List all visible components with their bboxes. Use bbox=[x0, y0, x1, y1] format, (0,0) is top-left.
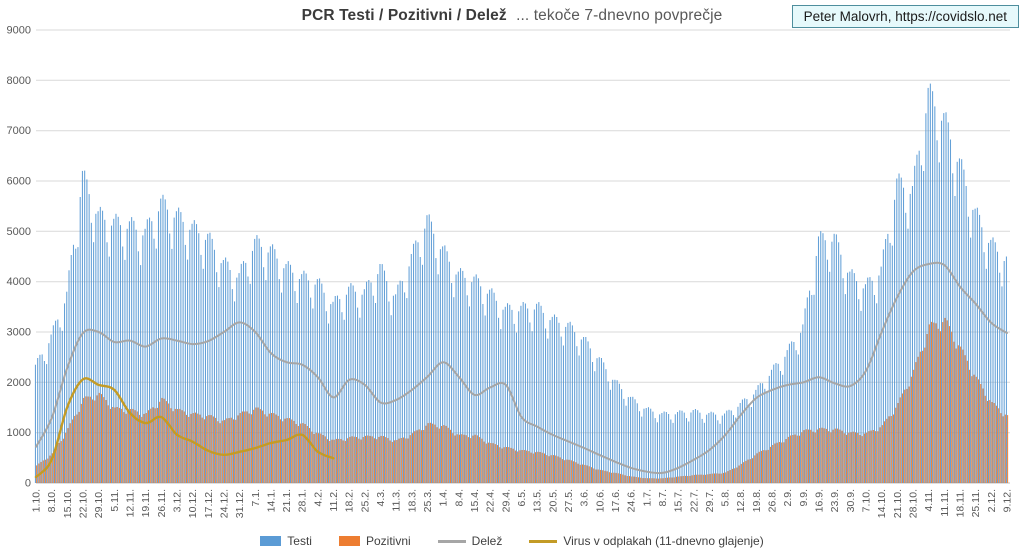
x-tick-label: 24.6. bbox=[626, 489, 638, 512]
legend-label: Virus v odplakah (11-dnevno glajenje) bbox=[563, 534, 764, 548]
legend-item-virus-v-odplakah-11-dnevno-glajenje: Virus v odplakah (11-dnevno glajenje) bbox=[529, 534, 764, 548]
x-tick-label: 10.6. bbox=[594, 489, 606, 512]
x-tick-label: 8.10. bbox=[46, 489, 58, 512]
x-tick-label: 10.12. bbox=[187, 489, 199, 518]
x-tick-label: 29.10. bbox=[93, 489, 105, 518]
x-tick-label: 17.12. bbox=[203, 489, 215, 518]
x-tick-label: 11.2. bbox=[328, 489, 340, 512]
legend-swatch-bar-icon bbox=[260, 536, 282, 546]
x-tick-label: 26.8. bbox=[767, 489, 779, 512]
x-tick-label: 9.9. bbox=[798, 489, 810, 507]
x-tick-label: 8.4. bbox=[453, 489, 465, 507]
y-tick-label: 0 bbox=[25, 478, 31, 490]
legend-label: Delež bbox=[471, 534, 503, 548]
x-tick-label: 25.11. bbox=[970, 489, 982, 517]
chart-title-main: PCR Testi / Pozitivni / Delež bbox=[301, 7, 507, 24]
x-tick-label: 1.4. bbox=[438, 489, 450, 507]
x-tick-label: 6.5. bbox=[516, 489, 528, 507]
x-tick-label: 21.10. bbox=[892, 489, 904, 518]
x-tick-label: 22.7. bbox=[688, 489, 700, 512]
x-tick-label: 1.7. bbox=[641, 489, 653, 507]
legend-swatch-bar-icon bbox=[338, 536, 360, 546]
x-tick-label: 18.3. bbox=[406, 489, 418, 512]
x-tick-label: 19.8. bbox=[751, 489, 763, 512]
x-tick-label: 18.11. bbox=[955, 489, 967, 517]
x-tick-label: 5.8. bbox=[720, 489, 732, 507]
legend-label: Pozitivni bbox=[365, 534, 411, 548]
x-tick-label: 15.10. bbox=[62, 489, 74, 518]
x-tick-label: 9.12. bbox=[1002, 489, 1014, 512]
x-tick-label: 30.9. bbox=[845, 489, 857, 512]
delez-line bbox=[35, 261, 1008, 475]
x-tick-label: 25.3. bbox=[422, 489, 434, 512]
x-tick-label: 22.10. bbox=[78, 489, 90, 518]
y-tick-label: 1000 bbox=[7, 427, 31, 439]
x-tick-label: 15.7. bbox=[673, 489, 685, 512]
x-tick-label: 15.4. bbox=[469, 489, 481, 512]
testi-bars bbox=[34, 83, 1007, 484]
y-tick-label: 3000 bbox=[7, 327, 31, 339]
legend-swatch-line-icon bbox=[529, 539, 558, 543]
x-tick-label: 29.4. bbox=[500, 489, 512, 512]
y-tick-label: 7000 bbox=[7, 125, 31, 137]
x-tick-label: 29.7. bbox=[704, 489, 716, 512]
y-tick-label: 6000 bbox=[7, 176, 31, 188]
legend-label: Testi bbox=[287, 534, 312, 548]
x-tick-label: 26.11. bbox=[156, 489, 168, 517]
x-tick-label: 4.2. bbox=[312, 489, 324, 507]
pozitivni-bars bbox=[36, 317, 1009, 484]
y-tick-label: 4000 bbox=[7, 276, 31, 288]
x-tick-label: 2.9. bbox=[782, 489, 794, 507]
x-tick-label: 5.11. bbox=[109, 489, 121, 512]
chart-title: PCR Testi / Pozitivni / Delež ... tekoče… bbox=[0, 7, 1024, 25]
legend-swatch-line-icon bbox=[437, 539, 466, 543]
x-tick-label: 18.2. bbox=[344, 489, 356, 512]
x-tick-label: 17.6. bbox=[610, 489, 622, 512]
x-tick-label: 12.11. bbox=[125, 489, 137, 517]
x-tick-label: 11.3. bbox=[391, 489, 403, 512]
x-tick-label: 8.7. bbox=[657, 489, 669, 507]
y-axis-labels: 0 1000 2000 3000 4000 5000 6000 7000 8000 9000 bbox=[7, 25, 31, 490]
x-tick-label: 1.10. bbox=[31, 489, 43, 512]
x-tick-label: 13.5. bbox=[532, 489, 544, 512]
x-tick-label: 25.2. bbox=[359, 489, 371, 512]
x-tick-label: 28.1. bbox=[297, 489, 309, 512]
x-tick-label: 27.5. bbox=[563, 489, 575, 512]
x-tick-label: 12.8. bbox=[735, 489, 747, 512]
x-tick-label: 3.12. bbox=[171, 489, 183, 512]
x-tick-label: 20.5. bbox=[547, 489, 559, 512]
x-tick-label: 19.11. bbox=[140, 489, 152, 517]
x-tick-label: 7.10. bbox=[861, 489, 873, 512]
y-tick-label: 8000 bbox=[7, 75, 31, 87]
x-tick-label: 24.12. bbox=[218, 489, 230, 518]
x-tick-label: 21.1. bbox=[281, 489, 293, 512]
x-tick-label: 16.9. bbox=[814, 489, 826, 512]
x-tick-label: 14.10. bbox=[876, 489, 888, 518]
x-tick-label: 4.11. bbox=[923, 489, 935, 512]
chart-legend: Testi Pozitivni Delež Virus v odplakah (11-… bbox=[0, 534, 1024, 548]
x-tick-label: 2.12. bbox=[986, 489, 998, 512]
y-tick-label: 2000 bbox=[7, 377, 31, 389]
x-axis-labels: 1.10. 8.10. 15.10. 22.10. 29.10. 5.11. 12.11. 1… bbox=[31, 489, 1014, 518]
virus-line bbox=[34, 377, 335, 479]
legend-item-dele: Delež bbox=[437, 534, 503, 548]
x-tick-label: 31.12. bbox=[234, 489, 246, 518]
x-tick-label: 4.3. bbox=[375, 489, 387, 507]
legend-item-testi: Testi bbox=[260, 534, 312, 548]
x-tick-label: 22.4. bbox=[485, 489, 497, 512]
x-tick-label: 7.1. bbox=[250, 489, 262, 507]
chart-title-subtitle: ... tekoče 7-dnevno povprečje bbox=[516, 7, 723, 24]
attribution-link[interactable]: Peter Malovrh, https://covidslo.net bbox=[791, 5, 1019, 28]
x-tick-label: 28.10. bbox=[908, 489, 920, 518]
x-tick-label: 14.1. bbox=[265, 489, 277, 512]
y-tick-label: 5000 bbox=[7, 226, 31, 238]
y-tick-label: 9000 bbox=[7, 25, 31, 37]
x-tick-label: 23.9. bbox=[829, 489, 841, 512]
legend-item-pozitivni: Pozitivni bbox=[338, 534, 411, 548]
x-tick-label: 3.6. bbox=[579, 489, 591, 507]
x-tick-label: 11.11. bbox=[939, 489, 951, 517]
